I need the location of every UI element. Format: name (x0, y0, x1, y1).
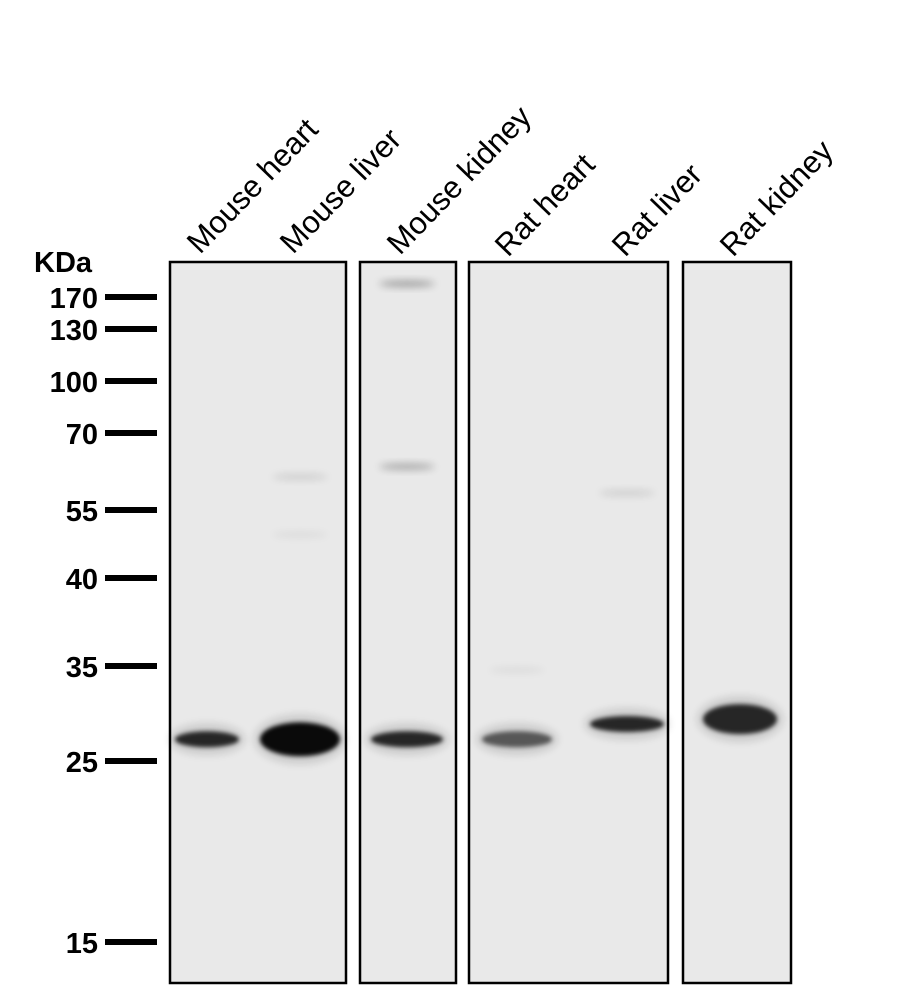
band-lane-1 (169, 723, 245, 756)
membrane-panel-1 (170, 262, 346, 983)
marker-tick (105, 575, 157, 581)
marker-label-35: 35 (66, 652, 98, 684)
marker-tick (105, 663, 157, 669)
marker-tick (105, 758, 157, 764)
band-lane-5 (599, 490, 655, 497)
band-lane-5 (584, 708, 670, 741)
panel-frames (168, 260, 793, 985)
panel-frame-2 (358, 260, 458, 985)
blot-bands (169, 280, 783, 765)
lane-label-4: Rat heart (488, 147, 602, 263)
marker-tick (105, 507, 157, 513)
marker-tick (105, 939, 157, 945)
band-lane-3 (379, 463, 435, 470)
marker-tick (105, 430, 157, 436)
band-lane-4 (476, 723, 558, 756)
band-lane-6 (697, 696, 783, 743)
membrane-panel-4 (683, 262, 791, 983)
marker-tick (105, 326, 157, 332)
band-lane-3 (379, 280, 435, 287)
membrane-panel-2 (360, 262, 456, 983)
band-lane-2 (254, 714, 346, 765)
band-lane-4 (489, 667, 545, 674)
unit-label: KDa (34, 247, 93, 279)
marker-label-100: 100 (50, 367, 98, 399)
band-lane-2 (272, 473, 328, 480)
band-lane-2 (272, 531, 328, 538)
lane-label-6: Rat kidney (713, 133, 840, 263)
marker-label-170: 170 (50, 283, 98, 315)
marker-tick (105, 378, 157, 384)
blot-panels (170, 262, 791, 983)
marker-label-25: 25 (66, 747, 98, 779)
panel-frame-4 (681, 260, 793, 985)
panel-frame-1 (168, 260, 348, 985)
marker-label-130: 130 (50, 315, 98, 347)
marker-label-70: 70 (66, 419, 98, 451)
membrane-panel-3 (469, 262, 668, 983)
panel-frame-3 (467, 260, 670, 985)
marker-tick (105, 294, 157, 300)
marker-label-40: 40 (66, 564, 98, 596)
marker-label-15: 15 (66, 928, 98, 960)
band-lane-3 (365, 723, 449, 756)
lane-label-5: Rat liver (605, 157, 709, 263)
marker-label-55: 55 (66, 496, 98, 528)
